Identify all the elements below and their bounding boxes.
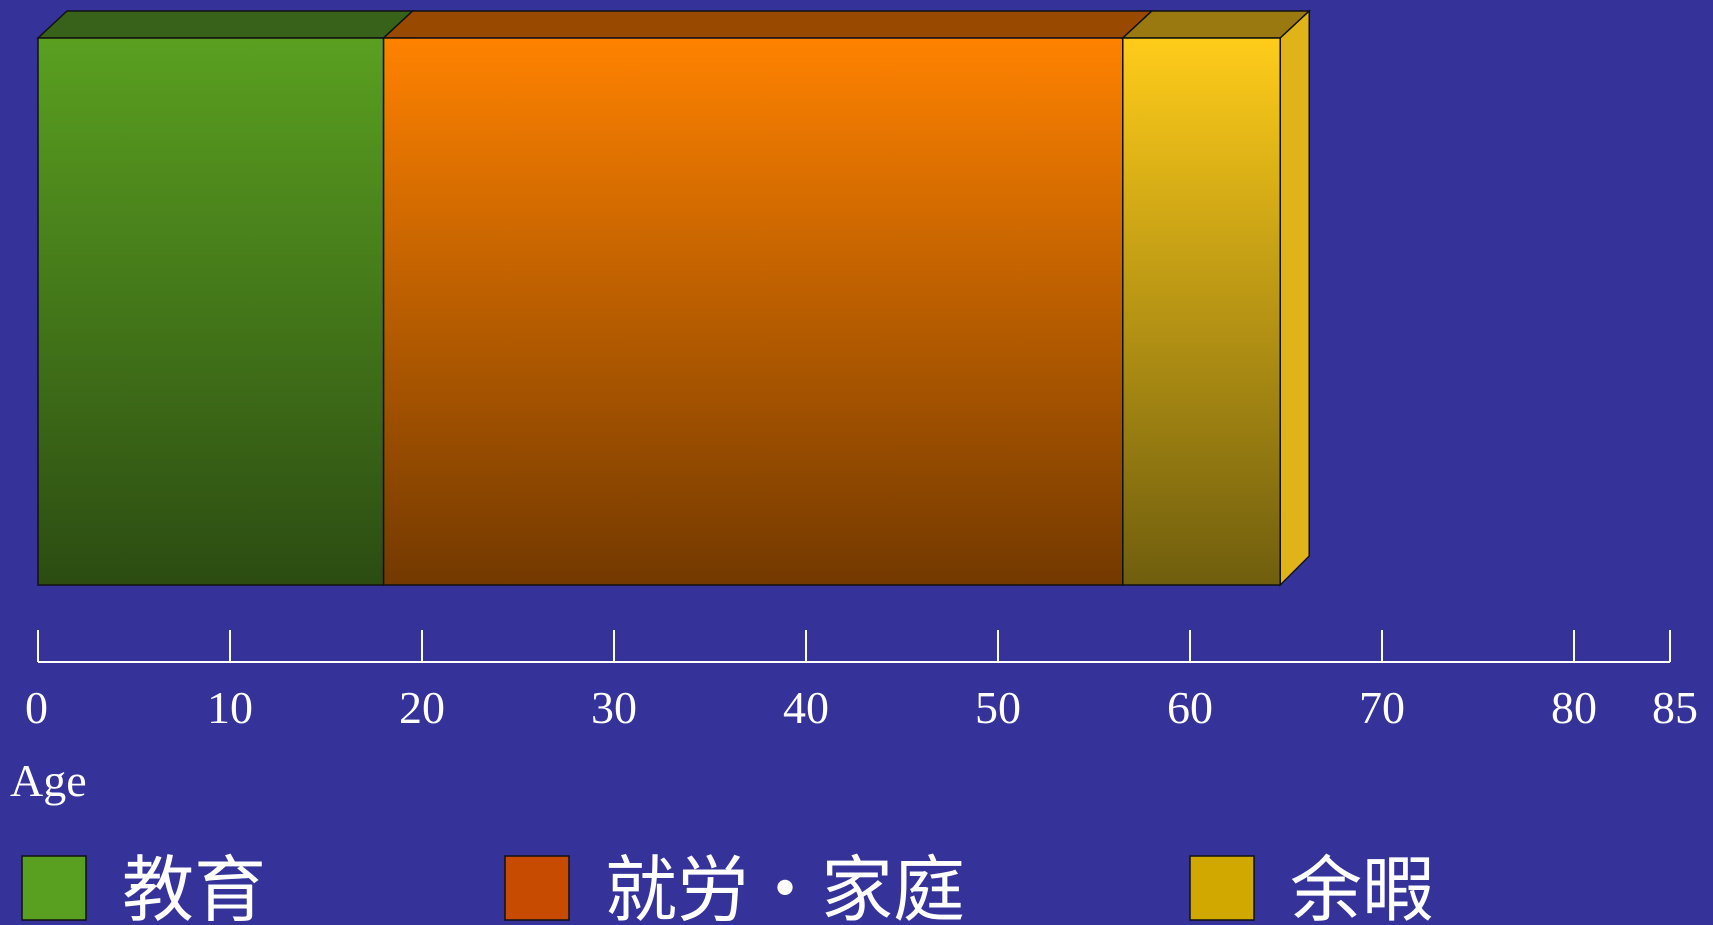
legend-label: 就労・家庭 [605, 848, 965, 925]
x-tick-label: 40 [783, 682, 829, 733]
x-axis-title: Age [10, 755, 87, 806]
x-tick-label: 20 [399, 682, 445, 733]
x-tick-label: 60 [1167, 682, 1213, 733]
bars-group [36, 9, 1312, 587]
legend-swatch [1189, 855, 1255, 921]
legend-swatch [21, 855, 87, 921]
x-tick-label: 30 [591, 682, 637, 733]
bar-segment [1122, 37, 1281, 586]
bar-top-face [1120, 10, 1312, 39]
legend: 教育 就労・家庭 余暇 [21, 848, 1434, 925]
bar-side-face [1279, 9, 1310, 587]
bar-top-face [381, 10, 1154, 39]
x-tick-label: 10 [207, 682, 253, 733]
x-tick-label: 85 [1652, 682, 1698, 733]
x-tick-label: 50 [975, 682, 1021, 733]
x-tick-label: 80 [1551, 682, 1597, 733]
bar-segment [382, 37, 1124, 586]
legend-label: 教育 [122, 848, 266, 925]
bar-segment [37, 37, 385, 586]
x-axis: 0 10 20 30 40 50 60 70 80 85 [25, 630, 1698, 733]
x-tick-label: 70 [1359, 682, 1405, 733]
legend-label: 余暇 [1290, 848, 1434, 925]
legend-swatch [504, 855, 570, 921]
x-tick-label: 0 [25, 682, 48, 733]
bar-top-face [36, 10, 415, 39]
